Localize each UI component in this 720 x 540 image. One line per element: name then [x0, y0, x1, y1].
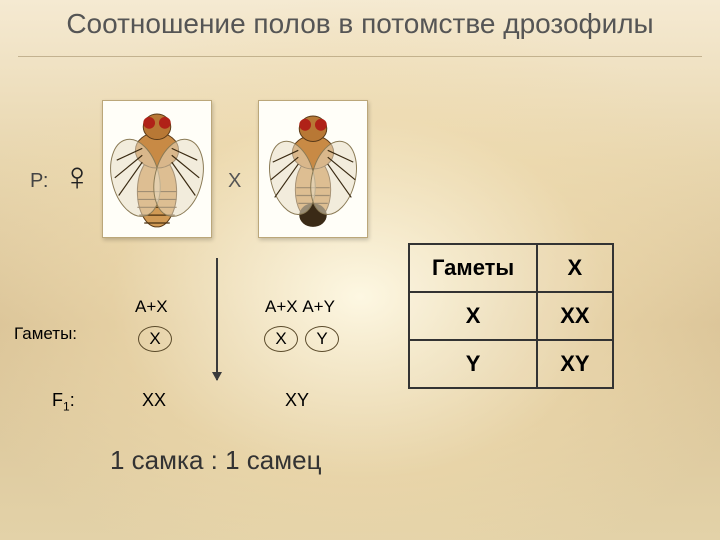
- gamete-male-x: Х: [264, 326, 298, 352]
- f1-male-genotype: ХY: [285, 390, 309, 411]
- female-fly-image: [102, 100, 212, 238]
- punnett-row-result-1: ХY: [537, 340, 612, 388]
- cross-arrow: [216, 258, 218, 380]
- gamete-male-y: Y: [305, 326, 339, 352]
- gametes-label: Гаметы:: [14, 324, 77, 344]
- punnett-row-result-0: ХХ: [537, 292, 612, 340]
- p-generation-label: Р:: [30, 170, 48, 193]
- female-symbol: ♀: [62, 155, 92, 200]
- sex-ratio: 1 самка : 1 самец: [110, 445, 321, 476]
- punnett-row-gamete-1: Y: [409, 340, 537, 388]
- male-fly-image: [258, 100, 368, 238]
- punnett-square: Гаметы Х Х ХХ Y ХY: [408, 243, 614, 389]
- slide-title: Соотношение полов в потомстве дрозофилы: [0, 8, 720, 40]
- f1-label: F1:: [52, 390, 75, 414]
- gamete-female-x: Х: [138, 326, 172, 352]
- title-underline: [18, 56, 702, 57]
- f1-subscript: 1: [63, 400, 70, 414]
- f1-prefix: F: [52, 390, 63, 410]
- female-genotype: А+Х: [135, 297, 168, 317]
- f1-suffix: :: [70, 390, 75, 410]
- male-genotype: А+Х А+Y: [265, 297, 335, 317]
- punnett-row-gamete-0: Х: [409, 292, 537, 340]
- punnett-col-x: Х: [537, 244, 612, 292]
- f1-female-genotype: ХХ: [142, 390, 166, 411]
- cross-symbol: Х: [228, 170, 241, 193]
- punnett-header: Гаметы: [409, 244, 537, 292]
